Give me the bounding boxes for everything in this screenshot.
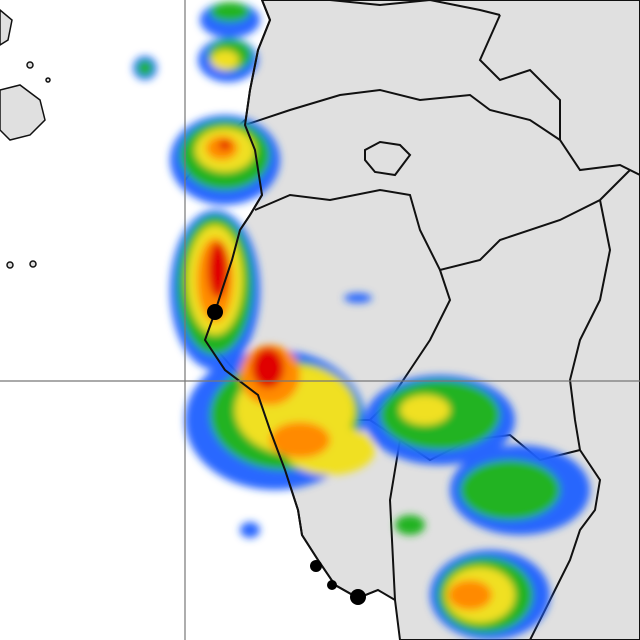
city-marker[interactable] xyxy=(207,304,223,320)
islands xyxy=(0,9,51,269)
city-marker[interactable] xyxy=(310,560,322,572)
precipitation-echoes xyxy=(133,2,590,640)
city-marker[interactable] xyxy=(350,589,366,605)
city-marker[interactable] xyxy=(327,580,337,590)
